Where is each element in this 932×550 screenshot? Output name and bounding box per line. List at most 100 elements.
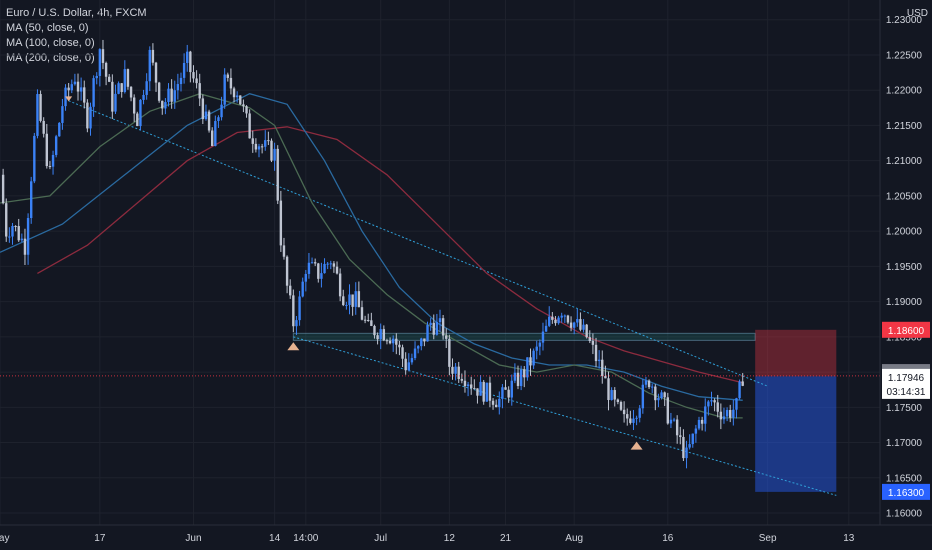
candle-body xyxy=(647,380,651,388)
candle-body xyxy=(210,130,214,146)
candle-body xyxy=(11,225,14,237)
candle-body xyxy=(410,358,414,363)
candle-body xyxy=(501,387,504,399)
candle-body xyxy=(114,93,117,112)
candle-body xyxy=(535,346,538,351)
candle-body xyxy=(610,390,613,401)
candle-body xyxy=(451,366,454,374)
candle-body xyxy=(14,225,17,227)
candle-body xyxy=(207,111,211,131)
candle-body xyxy=(289,285,292,296)
candle-body xyxy=(523,369,526,378)
candle-body xyxy=(73,81,77,85)
x-tick-label: 13 xyxy=(843,533,855,544)
candle-body xyxy=(54,136,58,155)
candle-body xyxy=(282,245,286,257)
x-tick-label: Jul xyxy=(374,533,387,544)
candle-body xyxy=(519,369,523,386)
candle-body xyxy=(510,380,513,398)
candle-body xyxy=(363,319,367,321)
candle-body xyxy=(560,315,563,318)
candle-body xyxy=(285,256,289,286)
candle-body xyxy=(58,122,61,137)
candle-body xyxy=(132,97,136,114)
candle-body xyxy=(164,102,167,109)
candle-body xyxy=(694,428,698,434)
stop-loss-zone xyxy=(755,329,837,377)
candle-body xyxy=(270,140,273,161)
candle-body xyxy=(675,419,679,436)
candle-body xyxy=(738,381,741,399)
ma200-line xyxy=(37,126,743,384)
candle-body xyxy=(650,386,654,388)
y-tick-label: 1.22000 xyxy=(886,86,923,97)
candle-body xyxy=(279,200,283,246)
candle-body xyxy=(597,359,601,362)
candle-body xyxy=(5,203,8,237)
candle-body xyxy=(226,74,230,78)
candle-body xyxy=(179,77,183,85)
candle-body xyxy=(373,325,376,336)
candle-body xyxy=(551,316,554,320)
candle-body xyxy=(1,174,5,204)
target-price-label-bg xyxy=(882,483,930,500)
candle-body xyxy=(223,74,226,105)
candle-body xyxy=(601,359,604,377)
candle-body xyxy=(672,419,676,421)
candle-body xyxy=(707,401,710,407)
ma100-line xyxy=(0,93,743,401)
candle-body xyxy=(741,381,744,386)
candle-body xyxy=(423,338,426,342)
candle-body xyxy=(457,366,460,379)
candle-body xyxy=(310,262,314,264)
candle-body xyxy=(136,113,139,127)
candle-body xyxy=(641,384,645,409)
candle-body xyxy=(232,88,236,98)
candle-body xyxy=(48,166,52,168)
candle-body xyxy=(214,121,217,146)
candle-body xyxy=(613,390,616,400)
candle-body xyxy=(30,181,33,219)
candle-body xyxy=(404,358,407,371)
candle-body xyxy=(323,263,326,274)
candle-body xyxy=(473,388,476,390)
candle-body xyxy=(407,362,410,371)
candle-body xyxy=(242,104,245,107)
candle-body xyxy=(338,273,342,297)
candle-body xyxy=(320,273,323,279)
candle-body xyxy=(719,411,723,420)
candle-body xyxy=(713,400,716,403)
candle-body xyxy=(345,305,348,307)
take-profit-zone xyxy=(755,376,837,492)
candle-body xyxy=(541,331,545,343)
candle-body xyxy=(79,87,83,92)
candle-body xyxy=(61,106,64,123)
candle-body xyxy=(332,263,336,267)
event-marker xyxy=(630,441,643,450)
candle-body xyxy=(157,82,161,101)
candle-body xyxy=(438,318,442,323)
candle-body xyxy=(594,344,598,362)
candle-body xyxy=(635,417,638,419)
candle-body xyxy=(445,335,448,339)
candle-body xyxy=(235,95,239,98)
candle-body xyxy=(638,408,641,418)
candle-body xyxy=(198,83,201,99)
candle-body xyxy=(292,295,295,327)
candle-body xyxy=(460,378,464,381)
candle-body xyxy=(388,340,392,344)
candle-body xyxy=(669,419,673,424)
candle-body xyxy=(401,347,404,359)
candle-body xyxy=(76,81,80,92)
candle-body xyxy=(204,111,208,120)
candle-body xyxy=(45,133,49,167)
candle-body xyxy=(657,398,660,401)
y-tick-label: 1.20000 xyxy=(886,227,923,238)
legend-ma100: MA (100, close, 0) xyxy=(6,37,95,49)
candle-body xyxy=(532,350,535,366)
legend-title: Euro / U.S. Dollar, 4h, FXCM xyxy=(6,7,147,19)
candle-body xyxy=(579,319,582,330)
currency-label: USD xyxy=(907,8,928,19)
candle-body xyxy=(716,402,719,412)
